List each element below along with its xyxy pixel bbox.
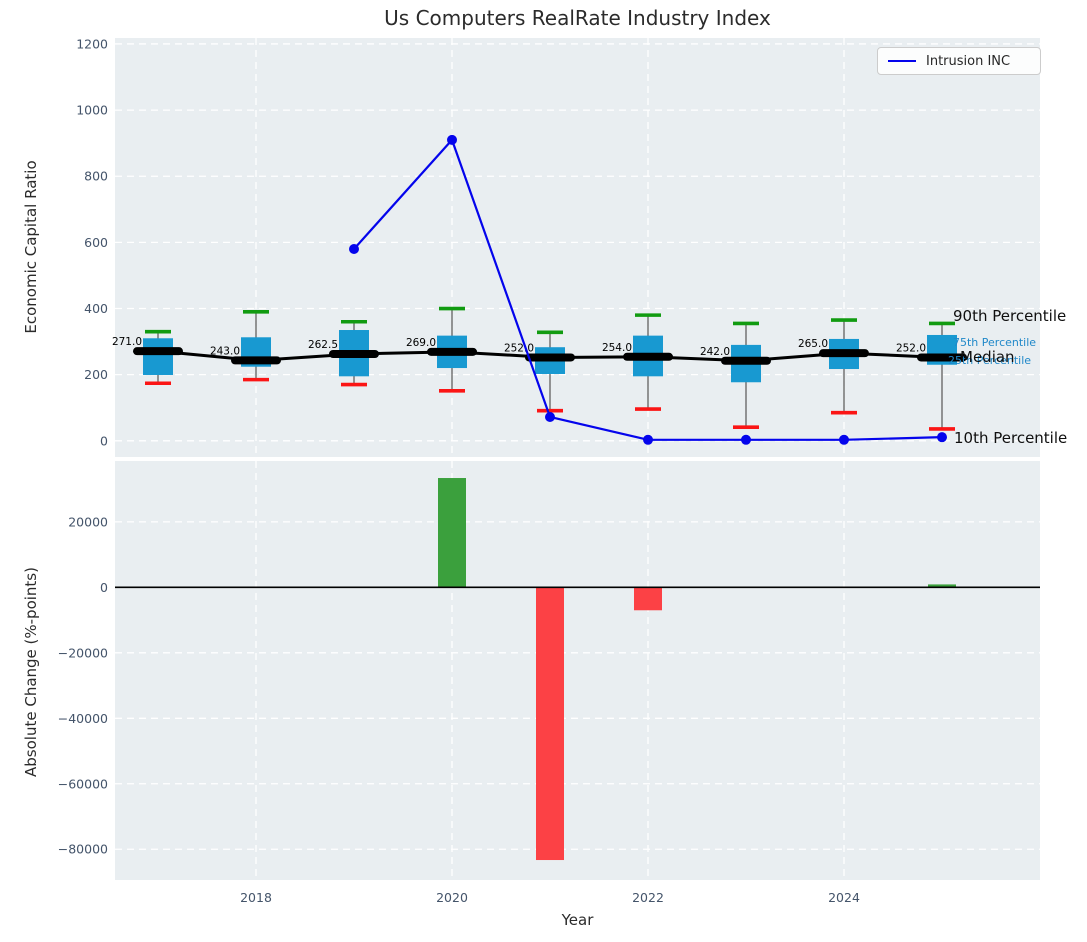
median-label-2018: 243.0 bbox=[210, 345, 240, 357]
series-marker-2025 bbox=[937, 432, 947, 443]
series-marker-2024 bbox=[839, 434, 849, 445]
y-axis-label-bottom: Absolute Change (%-points) bbox=[22, 567, 40, 777]
x-axis-label: Year bbox=[561, 911, 594, 929]
bar-2021 bbox=[536, 587, 564, 861]
series-marker-2020 bbox=[447, 134, 457, 145]
ytick-label-top: 600 bbox=[84, 235, 108, 250]
series-marker-2022 bbox=[643, 434, 653, 445]
median-label-2019: 262.5 bbox=[308, 339, 338, 351]
annotation-median: Median bbox=[960, 348, 1015, 366]
ytick-label-bottom: −40000 bbox=[58, 711, 108, 726]
xtick-label-2020: 2020 bbox=[436, 890, 468, 905]
median-label-2020: 269.0 bbox=[406, 337, 436, 349]
annotation-10th-percentile: 10th Percentile bbox=[954, 429, 1068, 447]
iqr-box bbox=[143, 338, 173, 375]
ytick-label-top: 1200 bbox=[76, 36, 108, 51]
annotation-25th-percentile: 25th Percentile bbox=[948, 354, 1032, 367]
median-label-2023: 242.0 bbox=[700, 346, 730, 358]
ytick-label-bottom: −80000 bbox=[58, 842, 108, 857]
bar-2025 bbox=[928, 584, 956, 588]
median-label-2024: 265.0 bbox=[798, 338, 828, 350]
bar-2022 bbox=[634, 587, 662, 611]
ytick-label-bottom: −20000 bbox=[58, 645, 108, 660]
annotation-90th-percentile: 90th Percentile bbox=[953, 307, 1067, 325]
chart-title: Us Computers RealRate Industry Index bbox=[384, 6, 771, 30]
ytick-label-top: 1000 bbox=[76, 103, 108, 118]
median-label-2025: 252.0 bbox=[896, 342, 926, 354]
ytick-label-bottom: 0 bbox=[100, 580, 108, 595]
xtick-label-2024: 2024 bbox=[828, 890, 860, 905]
legend-label: Intrusion INC bbox=[926, 53, 1011, 69]
plot-area-top bbox=[115, 38, 1040, 457]
boxplot-2017 bbox=[143, 329, 173, 386]
ytick-label-top: 800 bbox=[84, 169, 108, 184]
series-marker-2019 bbox=[349, 243, 359, 254]
ytick-label-bottom: −60000 bbox=[58, 776, 108, 791]
ytick-label-top: 0 bbox=[100, 433, 108, 448]
y-axis-label-top: Economic Capital Ratio bbox=[22, 160, 40, 334]
ytick-label-top: 400 bbox=[84, 301, 108, 316]
bar-2020 bbox=[438, 478, 466, 588]
series-marker-2021 bbox=[545, 411, 555, 422]
median-label-2021: 252.0 bbox=[504, 342, 534, 354]
series-marker-2023 bbox=[741, 434, 751, 445]
legend-line-sample-icon bbox=[888, 60, 916, 62]
ytick-label-bottom: 20000 bbox=[68, 514, 108, 529]
xtick-label-2022: 2022 bbox=[632, 890, 664, 905]
annotation-75th-percentile: 75th Percentile bbox=[953, 336, 1037, 349]
plot-area-bottom bbox=[115, 461, 1040, 880]
legend: Intrusion INC bbox=[877, 47, 1041, 75]
ytick-label-top: 200 bbox=[84, 367, 108, 382]
xtick-label-2018: 2018 bbox=[240, 890, 272, 905]
median-label-2022: 254.0 bbox=[602, 342, 632, 354]
median-label-2017: 271.0 bbox=[112, 336, 142, 348]
